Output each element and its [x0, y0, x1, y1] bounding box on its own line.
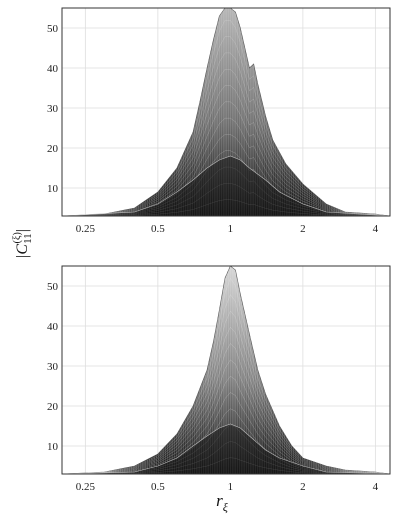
x-axis-label: rξ [216, 491, 229, 514]
y-tick-label: 40 [47, 63, 59, 75]
x-tick-label: 4 [373, 223, 379, 235]
x-ticks-top: 0.25 0.5 1 2 4 [76, 223, 379, 235]
y-tick-label: 20 [47, 143, 59, 155]
contour-rib [61, 294, 391, 475]
y-tick-label: 30 [47, 103, 59, 115]
x-tick-label: 2 [300, 223, 306, 235]
y-tick-label: 10 [47, 441, 59, 453]
x-tick-label: 0.5 [151, 223, 165, 235]
panel-top: 10 20 30 40 50 0.25 0.5 1 2 4 [47, 7, 391, 235]
x-tick-label: 4 [373, 481, 379, 493]
y-ticks-bottom: 10 20 30 40 50 [47, 281, 59, 453]
contour-rib [61, 52, 391, 217]
x-tick-label: 1 [228, 481, 234, 493]
y-axis-label: |C11(ξ)| [12, 229, 34, 259]
y-tick-label: 30 [47, 361, 59, 373]
x-tick-label: 0.5 [151, 481, 165, 493]
y-tick-label: 50 [47, 23, 59, 35]
y-ticks-top: 10 20 30 40 50 [47, 23, 59, 195]
x-ticks-bottom: 0.25 0.5 1 2 4 [76, 481, 379, 493]
x-tick-label: 1 [228, 223, 234, 235]
x-tick-label: 0.25 [76, 223, 96, 235]
plot-frame-top [61, 7, 391, 217]
x-tick-label: 0.25 [76, 481, 96, 493]
contour-rib [61, 277, 391, 475]
contour-rib [61, 310, 391, 475]
y-tick-label: 10 [47, 183, 59, 195]
panel-bottom: 10 20 30 40 50 0.25 0.5 1 2 4 [47, 265, 391, 493]
contour-rib [61, 20, 391, 217]
contour-rib [61, 359, 391, 475]
surface-top [61, 7, 391, 217]
contour-rib [61, 85, 391, 217]
surface-bottom [61, 265, 391, 475]
contour-rib [61, 68, 391, 217]
series-envelope-area [61, 265, 391, 475]
y-tick-label: 40 [47, 321, 59, 333]
series-inner-area [61, 423, 391, 475]
y-tick-label: 50 [47, 281, 59, 293]
contour-rib [61, 326, 391, 475]
contour-rib [61, 101, 391, 217]
contour-rib [61, 343, 391, 475]
plot-frame-bottom [61, 265, 391, 475]
contour-rib [61, 36, 391, 217]
series-envelope-area [61, 7, 391, 217]
series-inner-area [61, 155, 391, 217]
x-tick-label: 2 [300, 481, 306, 493]
y-tick-label: 20 [47, 401, 59, 413]
